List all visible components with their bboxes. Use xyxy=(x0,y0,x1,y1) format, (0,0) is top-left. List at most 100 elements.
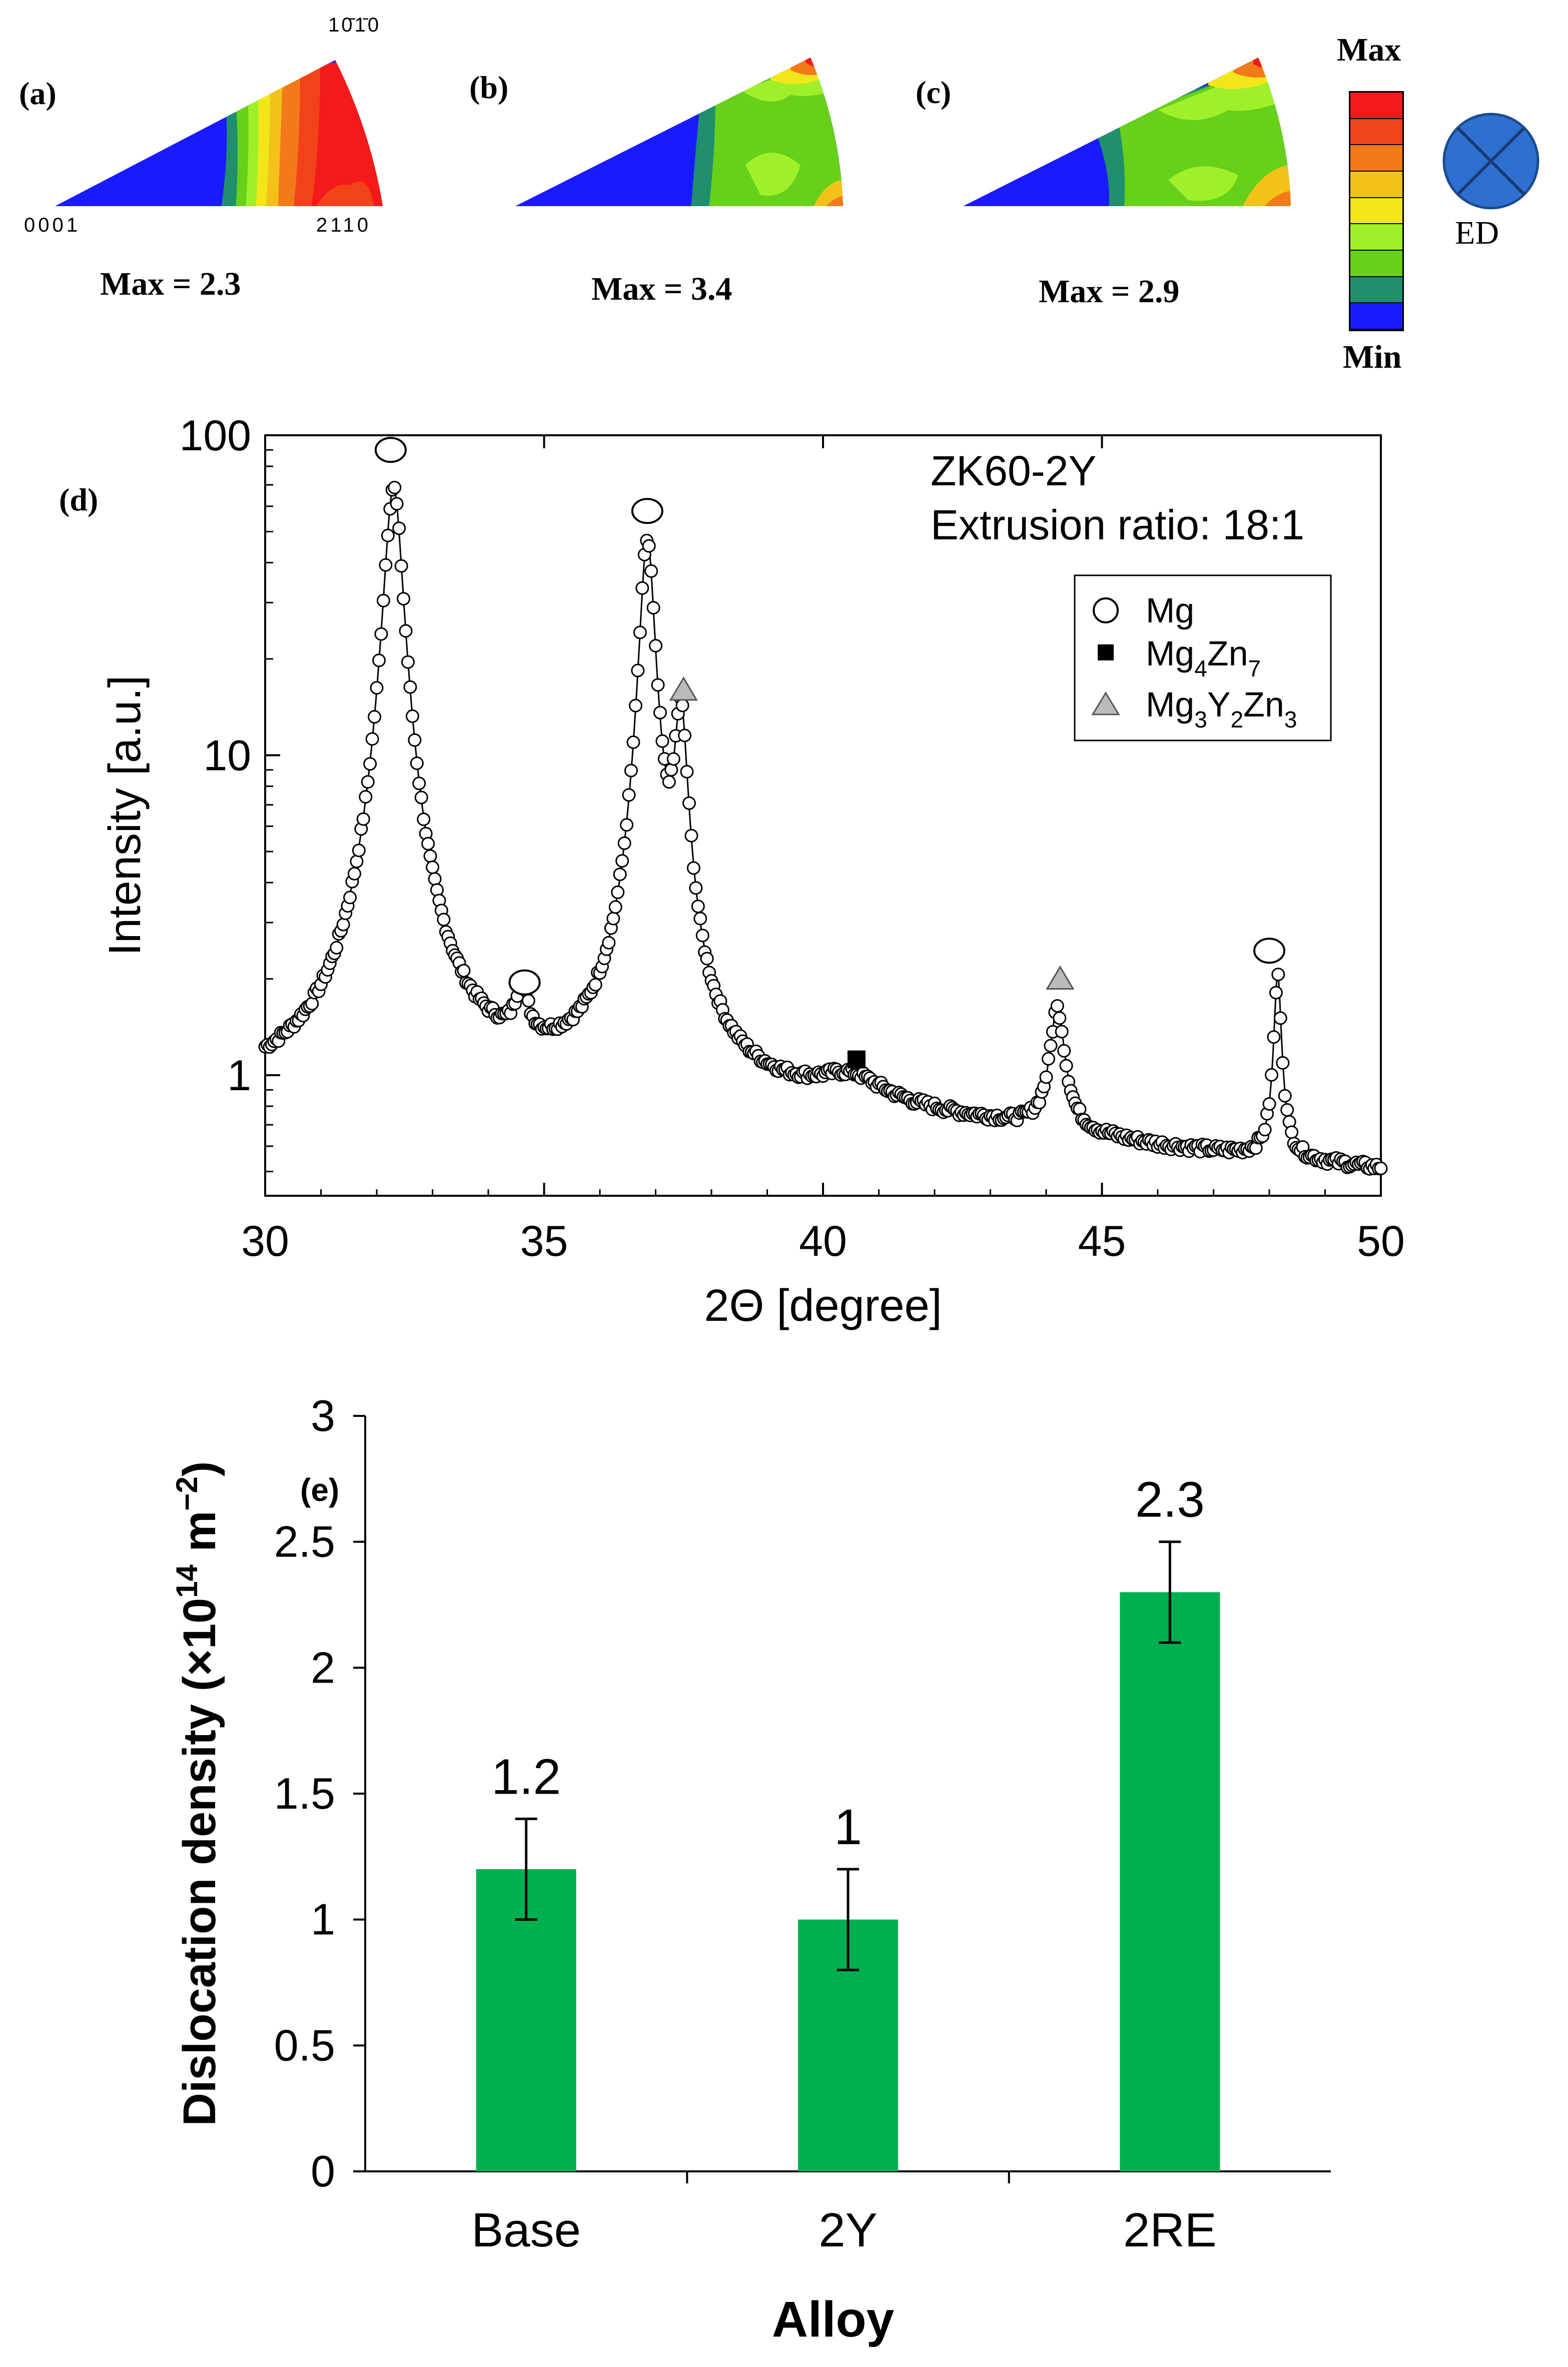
y-tick-label: 1 xyxy=(227,1052,251,1100)
xrd-data-point xyxy=(615,854,629,868)
y-tick-label: 100 xyxy=(180,412,252,460)
xrd-data-point xyxy=(664,763,678,777)
xrd-data-point xyxy=(651,678,665,692)
bar-value-label: 1.2 xyxy=(491,1749,561,1805)
xrd-data-point xyxy=(426,861,439,874)
xrd-data-point xyxy=(352,844,366,858)
xrd-data-point xyxy=(412,776,426,791)
xrd-data-point xyxy=(666,752,680,766)
xrd-data-point xyxy=(361,775,375,789)
xrd-data-point xyxy=(662,775,676,789)
xrd-data-point xyxy=(1271,968,1285,982)
x-tick-label: Base xyxy=(471,2203,581,2257)
xrd-data-point xyxy=(1044,1039,1058,1053)
color-scale-bar xyxy=(1349,91,1404,331)
legend-marker-square xyxy=(1098,644,1114,660)
xrd-data-point xyxy=(642,539,656,553)
xrd-data-points xyxy=(258,481,1388,1176)
xrd-data-point xyxy=(622,788,636,802)
xrd-data-point xyxy=(1059,1059,1073,1073)
xrd-data-point xyxy=(414,791,428,805)
x-tick-label: 35 xyxy=(520,1217,568,1265)
panel-label-a: (a) xyxy=(19,76,57,111)
xrd-data-point xyxy=(631,663,645,677)
peak-marker-mg3y2zn3 xyxy=(669,676,698,701)
color-scale-step xyxy=(1350,250,1402,277)
panel-label-c: (c) xyxy=(916,75,952,110)
xrd-data-point xyxy=(1267,1030,1281,1044)
x-axis-label: Alloy xyxy=(772,2291,895,2347)
ipf-triangle-a xyxy=(55,60,383,206)
xrd-data-point xyxy=(1269,986,1283,1000)
ipf-triangle-c xyxy=(963,58,1291,206)
xrd-data-point xyxy=(457,964,471,978)
xrd-data-point xyxy=(620,818,633,832)
xrd-data-point xyxy=(363,757,377,771)
ipf-triangle-b xyxy=(515,58,843,206)
ipf-max-a: Max = 2.3 xyxy=(100,266,241,302)
y-tick-label: 0.5 xyxy=(274,2020,335,2070)
xrd-data-point xyxy=(1050,999,1064,1013)
xrd-data-point xyxy=(376,593,390,607)
xrd-data-point xyxy=(613,868,627,882)
peak-marker-mg4zn7 xyxy=(847,1050,866,1069)
xrd-data-point xyxy=(392,521,406,535)
xrd-data-point xyxy=(347,867,361,881)
xrd-data-point xyxy=(374,627,388,641)
xrd-data-point xyxy=(379,558,393,572)
xrd-data-point xyxy=(1053,1011,1067,1025)
xrd-data-point xyxy=(368,710,381,724)
x-tick-label: 30 xyxy=(241,1217,289,1265)
xrd-data-point xyxy=(1039,1070,1053,1084)
color-scale-step xyxy=(1350,93,1402,119)
xrd-data-point xyxy=(1374,1161,1388,1175)
y-tick-label: 2 xyxy=(311,1643,335,1692)
xrd-data-point xyxy=(635,581,649,595)
xrd-data-point xyxy=(617,836,631,850)
xrd-data-point xyxy=(423,849,437,863)
xrd-data-point xyxy=(602,936,616,950)
xrd-data-point xyxy=(700,952,714,966)
xrd-data-point xyxy=(405,709,419,723)
xrd-data-point xyxy=(626,735,640,749)
bar-value-label: 1 xyxy=(834,1799,862,1855)
xrd-data-point xyxy=(350,855,364,869)
color-scale-step xyxy=(1350,198,1402,225)
xrd-data-point xyxy=(343,891,357,905)
y-axis-label: Intensity [a.u.] xyxy=(100,675,150,956)
sample-annotation: ZK60-2Y xyxy=(931,447,1097,494)
xrd-data-point xyxy=(1055,1025,1069,1039)
xrd-data-point xyxy=(611,885,625,899)
xrd-data-point xyxy=(399,624,413,638)
panel-label-b: (b) xyxy=(469,70,509,105)
y-tick-label: 1 xyxy=(311,1895,335,1944)
legend-label-mg4zn7: Mg4Zn7 xyxy=(1146,634,1261,681)
xrd-data-point xyxy=(401,655,415,669)
xrd-data-point xyxy=(693,912,707,926)
x-tick-label: 2RE xyxy=(1123,2203,1217,2257)
xrd-data-point xyxy=(653,705,667,719)
y-tick-label: 3 xyxy=(311,1391,335,1440)
dislocation-bar-chart: 0 0.5 1 1.5 2 2.5 3 1.2 Base 1 2Y 2.3 2RE Alloy (e) Dis… xyxy=(170,1391,1331,2347)
xrd-data-point xyxy=(689,881,703,895)
xrd-data-point xyxy=(1278,1089,1292,1103)
xrd-data-point xyxy=(381,528,395,542)
x-axis-label: 2Θ [degree] xyxy=(704,1281,942,1331)
xrd-data-point xyxy=(330,941,344,955)
xrd-data-point xyxy=(1273,1011,1287,1025)
x-tick-label: 40 xyxy=(799,1217,847,1265)
color-scale-step xyxy=(1350,277,1402,304)
xrd-data-point xyxy=(521,994,535,1008)
xrd-data-point xyxy=(1042,1052,1055,1066)
xrd-data-point xyxy=(394,559,408,573)
y-axis-label: Dislocation density (×1014 m−2) xyxy=(170,1461,225,2126)
xrd-data-point xyxy=(686,861,700,875)
xrd-data-point xyxy=(680,764,694,778)
y-tick-label: 10 xyxy=(203,732,251,780)
extrusion-direction-icon xyxy=(1442,113,1539,210)
ipf-max-c: Max = 2.9 xyxy=(1039,273,1180,310)
y-tick-label: 0 xyxy=(311,2146,335,2196)
xrd-data-point xyxy=(682,796,696,810)
legend-label-mg: Mg xyxy=(1146,591,1194,630)
xrd-data-point xyxy=(633,625,647,639)
